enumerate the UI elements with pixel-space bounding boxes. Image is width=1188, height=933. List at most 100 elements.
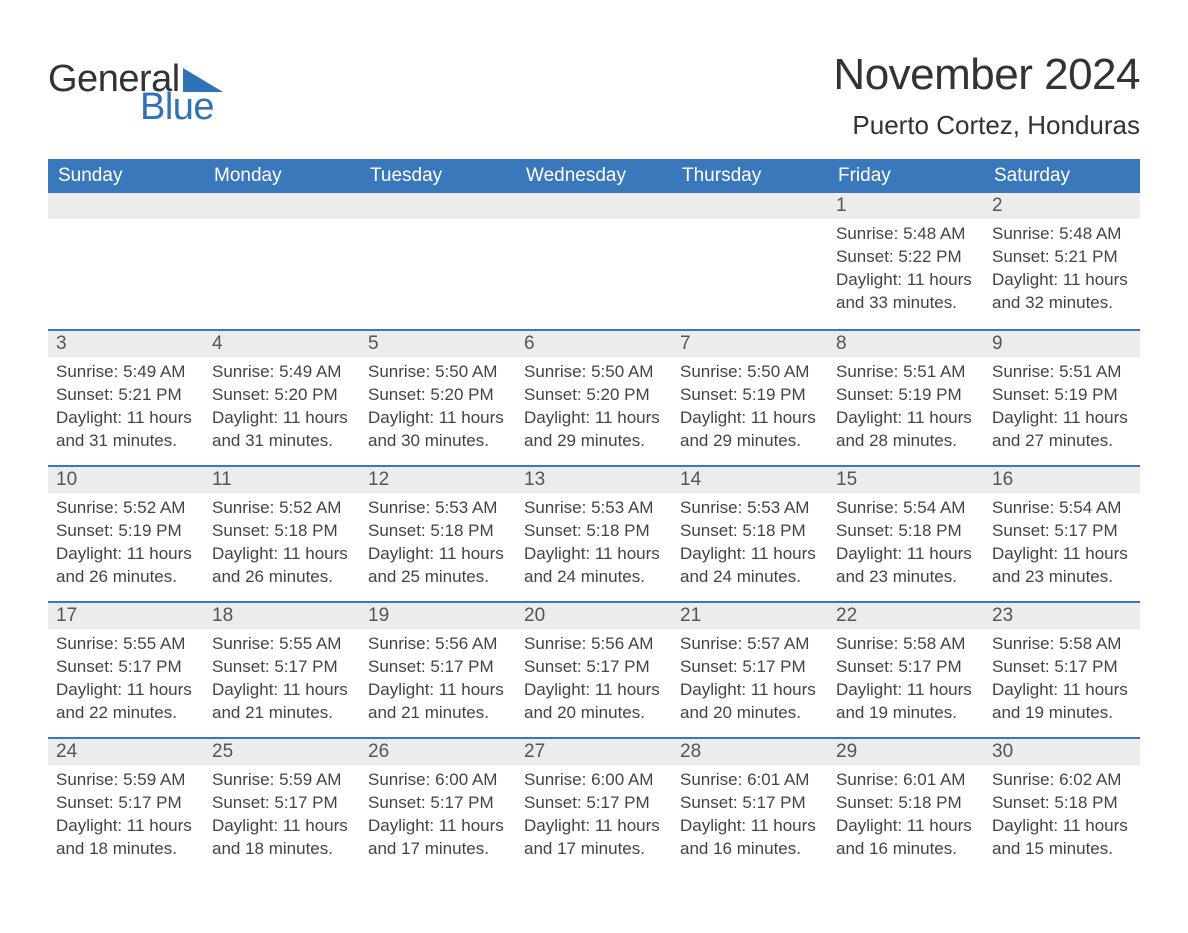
calendar-cell bbox=[48, 193, 204, 329]
calendar-cell: 25Sunrise: 5:59 AMSunset: 5:17 PMDayligh… bbox=[204, 737, 360, 873]
calendar-cell bbox=[516, 193, 672, 329]
daylight-text: Daylight: 11 hours and 26 minutes. bbox=[56, 543, 196, 589]
sunset-text: Sunset: 5:17 PM bbox=[524, 792, 664, 815]
sunrise-text: Sunrise: 5:54 AM bbox=[836, 497, 976, 520]
month-title: November 2024 bbox=[833, 50, 1140, 100]
weekday-header: Friday bbox=[828, 159, 984, 193]
day-number: 12 bbox=[360, 465, 516, 493]
day-number: 2 bbox=[984, 193, 1140, 219]
day-details: Sunrise: 6:02 AMSunset: 5:18 PMDaylight:… bbox=[984, 765, 1140, 869]
sunset-text: Sunset: 5:20 PM bbox=[524, 384, 664, 407]
day-number: 5 bbox=[360, 329, 516, 357]
sunrise-text: Sunrise: 5:53 AM bbox=[368, 497, 508, 520]
sunset-text: Sunset: 5:19 PM bbox=[992, 384, 1132, 407]
day-number: 3 bbox=[48, 329, 204, 357]
day-details: Sunrise: 5:55 AMSunset: 5:17 PMDaylight:… bbox=[48, 629, 204, 733]
calendar-cell: 28Sunrise: 6:01 AMSunset: 5:17 PMDayligh… bbox=[672, 737, 828, 873]
sunrise-text: Sunrise: 5:54 AM bbox=[992, 497, 1132, 520]
day-details: Sunrise: 6:01 AMSunset: 5:18 PMDaylight:… bbox=[828, 765, 984, 869]
daylight-text: Daylight: 11 hours and 24 minutes. bbox=[524, 543, 664, 589]
day-number bbox=[204, 193, 360, 219]
sunrise-text: Sunrise: 5:59 AM bbox=[212, 769, 352, 792]
day-details: Sunrise: 6:01 AMSunset: 5:17 PMDaylight:… bbox=[672, 765, 828, 869]
sunset-text: Sunset: 5:17 PM bbox=[680, 656, 820, 679]
calendar-cell: 15Sunrise: 5:54 AMSunset: 5:18 PMDayligh… bbox=[828, 465, 984, 601]
daylight-text: Daylight: 11 hours and 15 minutes. bbox=[992, 815, 1132, 861]
sunrise-text: Sunrise: 5:51 AM bbox=[836, 361, 976, 384]
daylight-text: Daylight: 11 hours and 24 minutes. bbox=[680, 543, 820, 589]
daylight-text: Daylight: 11 hours and 30 minutes. bbox=[368, 407, 508, 453]
calendar-cell bbox=[672, 193, 828, 329]
sunrise-text: Sunrise: 5:49 AM bbox=[56, 361, 196, 384]
sunrise-text: Sunrise: 6:00 AM bbox=[524, 769, 664, 792]
calendar-week-row: 3Sunrise: 5:49 AMSunset: 5:21 PMDaylight… bbox=[48, 329, 1140, 465]
sunrise-text: Sunrise: 5:58 AM bbox=[836, 633, 976, 656]
sunrise-text: Sunrise: 5:52 AM bbox=[56, 497, 196, 520]
calendar-cell: 22Sunrise: 5:58 AMSunset: 5:17 PMDayligh… bbox=[828, 601, 984, 737]
day-number: 9 bbox=[984, 329, 1140, 357]
day-details: Sunrise: 5:53 AMSunset: 5:18 PMDaylight:… bbox=[672, 493, 828, 597]
sunrise-text: Sunrise: 5:53 AM bbox=[680, 497, 820, 520]
day-details: Sunrise: 6:00 AMSunset: 5:17 PMDaylight:… bbox=[360, 765, 516, 869]
sunset-text: Sunset: 5:19 PM bbox=[836, 384, 976, 407]
day-details: Sunrise: 5:53 AMSunset: 5:18 PMDaylight:… bbox=[516, 493, 672, 597]
day-number: 19 bbox=[360, 601, 516, 629]
calendar-cell: 9Sunrise: 5:51 AMSunset: 5:19 PMDaylight… bbox=[984, 329, 1140, 465]
day-number: 25 bbox=[204, 737, 360, 765]
calendar-cell: 24Sunrise: 5:59 AMSunset: 5:17 PMDayligh… bbox=[48, 737, 204, 873]
calendar-cell: 30Sunrise: 6:02 AMSunset: 5:18 PMDayligh… bbox=[984, 737, 1140, 873]
sunrise-text: Sunrise: 5:57 AM bbox=[680, 633, 820, 656]
sunrise-text: Sunrise: 5:49 AM bbox=[212, 361, 352, 384]
sunrise-text: Sunrise: 6:01 AM bbox=[836, 769, 976, 792]
logo-word-2: Blue bbox=[140, 88, 223, 126]
calendar-table: Sunday Monday Tuesday Wednesday Thursday… bbox=[48, 159, 1140, 873]
daylight-text: Daylight: 11 hours and 32 minutes. bbox=[992, 269, 1132, 315]
calendar-cell: 8Sunrise: 5:51 AMSunset: 5:19 PMDaylight… bbox=[828, 329, 984, 465]
day-number: 17 bbox=[48, 601, 204, 629]
daylight-text: Daylight: 11 hours and 33 minutes. bbox=[836, 269, 976, 315]
day-details: Sunrise: 5:53 AMSunset: 5:18 PMDaylight:… bbox=[360, 493, 516, 597]
day-number: 16 bbox=[984, 465, 1140, 493]
calendar-body: 1Sunrise: 5:48 AMSunset: 5:22 PMDaylight… bbox=[48, 193, 1140, 873]
day-details: Sunrise: 5:52 AMSunset: 5:19 PMDaylight:… bbox=[48, 493, 204, 597]
daylight-text: Daylight: 11 hours and 27 minutes. bbox=[992, 407, 1132, 453]
day-number: 23 bbox=[984, 601, 1140, 629]
day-number: 13 bbox=[516, 465, 672, 493]
calendar-cell: 14Sunrise: 5:53 AMSunset: 5:18 PMDayligh… bbox=[672, 465, 828, 601]
day-details: Sunrise: 5:58 AMSunset: 5:17 PMDaylight:… bbox=[984, 629, 1140, 733]
day-number: 8 bbox=[828, 329, 984, 357]
sunrise-text: Sunrise: 5:56 AM bbox=[524, 633, 664, 656]
calendar-cell: 12Sunrise: 5:53 AMSunset: 5:18 PMDayligh… bbox=[360, 465, 516, 601]
sunrise-text: Sunrise: 5:55 AM bbox=[212, 633, 352, 656]
sunset-text: Sunset: 5:17 PM bbox=[992, 520, 1132, 543]
calendar-head: Sunday Monday Tuesday Wednesday Thursday… bbox=[48, 159, 1140, 193]
sunrise-text: Sunrise: 6:00 AM bbox=[368, 769, 508, 792]
day-number: 30 bbox=[984, 737, 1140, 765]
sunset-text: Sunset: 5:18 PM bbox=[836, 520, 976, 543]
day-details: Sunrise: 5:56 AMSunset: 5:17 PMDaylight:… bbox=[516, 629, 672, 733]
day-number: 10 bbox=[48, 465, 204, 493]
day-number: 29 bbox=[828, 737, 984, 765]
day-details: Sunrise: 5:50 AMSunset: 5:19 PMDaylight:… bbox=[672, 357, 828, 461]
daylight-text: Daylight: 11 hours and 18 minutes. bbox=[212, 815, 352, 861]
day-number: 15 bbox=[828, 465, 984, 493]
sunset-text: Sunset: 5:17 PM bbox=[680, 792, 820, 815]
calendar-cell: 6Sunrise: 5:50 AMSunset: 5:20 PMDaylight… bbox=[516, 329, 672, 465]
day-number bbox=[672, 193, 828, 219]
sunset-text: Sunset: 5:18 PM bbox=[212, 520, 352, 543]
sunset-text: Sunset: 5:20 PM bbox=[368, 384, 508, 407]
day-details: Sunrise: 5:49 AMSunset: 5:20 PMDaylight:… bbox=[204, 357, 360, 461]
calendar-week-row: 1Sunrise: 5:48 AMSunset: 5:22 PMDaylight… bbox=[48, 193, 1140, 329]
daylight-text: Daylight: 11 hours and 16 minutes. bbox=[836, 815, 976, 861]
calendar-cell: 20Sunrise: 5:56 AMSunset: 5:17 PMDayligh… bbox=[516, 601, 672, 737]
calendar-cell bbox=[204, 193, 360, 329]
calendar-cell: 17Sunrise: 5:55 AMSunset: 5:17 PMDayligh… bbox=[48, 601, 204, 737]
day-details: Sunrise: 5:54 AMSunset: 5:17 PMDaylight:… bbox=[984, 493, 1140, 597]
day-details: Sunrise: 5:58 AMSunset: 5:17 PMDaylight:… bbox=[828, 629, 984, 733]
weekday-header: Saturday bbox=[984, 159, 1140, 193]
daylight-text: Daylight: 11 hours and 21 minutes. bbox=[212, 679, 352, 725]
day-number: 28 bbox=[672, 737, 828, 765]
daylight-text: Daylight: 11 hours and 22 minutes. bbox=[56, 679, 196, 725]
daylight-text: Daylight: 11 hours and 26 minutes. bbox=[212, 543, 352, 589]
sunset-text: Sunset: 5:19 PM bbox=[56, 520, 196, 543]
